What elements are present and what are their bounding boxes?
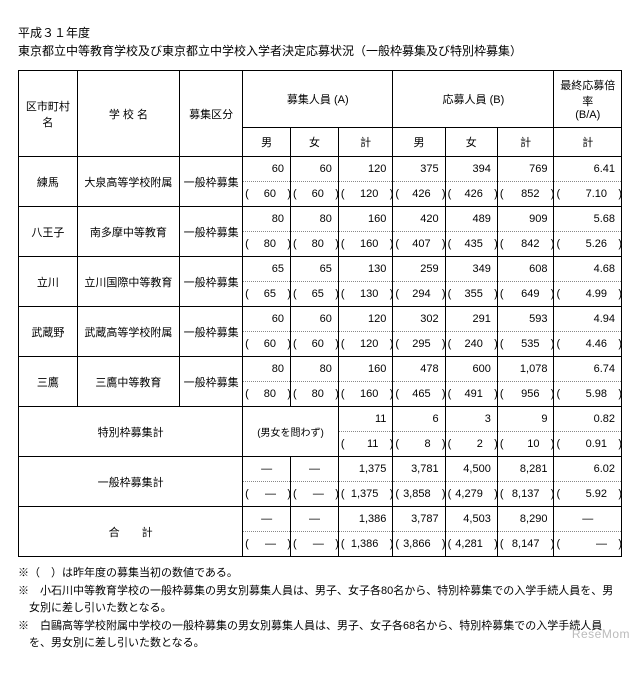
hdr-a-m: 男 [243,128,291,157]
label-special: 特別枠募集計 [19,407,243,457]
row-general-total: 一般枠募集計 — ( — ) — ( — ) 1,375 ( 1,375 ) 3… [19,457,622,507]
cell-category: 一般枠募集 [180,357,243,407]
hdr-b-t: 計 [497,128,554,157]
hdr-school: 学 校 名 [77,71,179,157]
title-block: 平成３１年度 東京都立中等教育学校及び東京都立中学校入学者決定応募状況（一般枠募… [18,24,622,60]
cell-district: 武蔵野 [19,307,78,357]
row-special-total: 特別枠募集計 (男女を問わず) 11 ( 11 ) 6 ( 8 ) 3 ( 2 … [19,407,622,457]
cell-school: 大泉高等学校附属 [77,157,179,207]
cell-school: 武蔵高等学校附属 [77,307,179,357]
cell-school: 立川国際中等教育 [77,257,179,307]
hdr-ratio: 最終応募倍率 (B/A) [554,71,622,128]
cell-category: 一般枠募集 [180,257,243,307]
table-row: 八王子 南多摩中等教育 一般枠募集 80 ( 80 ) 80 ( 80 ) 16… [19,207,622,257]
cell-district: 三鷹 [19,357,78,407]
watermark: ReseMom [572,627,630,641]
table-row: 立川 立川国際中等教育 一般枠募集 65 ( 65 ) 65 ( 65 ) 13… [19,257,622,307]
hdr-r-t: 計 [554,128,622,157]
table-row: 練馬 大泉高等学校附属 一般枠募集 60 ( 60 ) 60 ( 60 ) 12… [19,157,622,207]
label-general: 一般枠募集計 [19,457,243,507]
hdr-recruit: 募集人員 (A) [243,71,393,128]
hdr-ratio-sub: (B/A) [575,109,600,121]
table-row: 武蔵野 武蔵高等学校附属 一般枠募集 60 ( 60 ) 60 ( 60 ) 1… [19,307,622,357]
cell-special-mf: (男女を問わず) [243,407,339,457]
note-line: ※ 小石川中等教育学校の一般枠募集の男女別募集人員は、男子、女子各80名から、特… [18,583,622,618]
row-grand-total: 合 計 — ( — ) — ( — ) 1,386 ( 1,386 ) 3,78… [19,507,622,557]
cell-category: 一般枠募集 [180,307,243,357]
hdr-b-m: 男 [393,128,445,157]
hdr-b-f: 女 [445,128,497,157]
cell-category: 一般枠募集 [180,207,243,257]
notes: ※（ ）は昨年度の募集当初の数値である。※ 小石川中等教育学校の一般枠募集の男女… [18,565,622,653]
table-header: 区市町村名 学 校 名 募集区分 募集人員 (A) 応募人員 (B) 最終応募倍… [19,71,622,157]
cell-category: 一般枠募集 [180,157,243,207]
cell-district: 立川 [19,257,78,307]
hdr-category: 募集区分 [180,71,243,157]
hdr-applicant: 応募人員 (B) [393,71,554,128]
note-line: ※ 白鷗高等学校附属中学校の一般枠募集の男女別募集人員は、男子、女子各68名から… [18,618,622,653]
cell-school: 三鷹中等教育 [77,357,179,407]
cell-district: 練馬 [19,157,78,207]
title-line2: 東京都立中等教育学校及び東京都立中学校入学者決定応募状況（一般枠募集及び特別枠募… [18,42,622,60]
label-grand: 合 計 [19,507,243,557]
hdr-ratio-label: 最終応募倍率 [560,80,615,108]
hdr-district: 区市町村名 [19,71,78,157]
hdr-a-f: 女 [291,128,339,157]
table-row: 三鷹 三鷹中等教育 一般枠募集 80 ( 80 ) 80 ( 80 ) 160 … [19,357,622,407]
cell-district: 八王子 [19,207,78,257]
note-line: ※（ ）は昨年度の募集当初の数値である。 [18,565,622,583]
hdr-a-t: 計 [338,128,392,157]
title-line1: 平成３１年度 [18,24,622,42]
cell-school: 南多摩中等教育 [77,207,179,257]
application-table: 区市町村名 学 校 名 募集区分 募集人員 (A) 応募人員 (B) 最終応募倍… [18,70,622,557]
